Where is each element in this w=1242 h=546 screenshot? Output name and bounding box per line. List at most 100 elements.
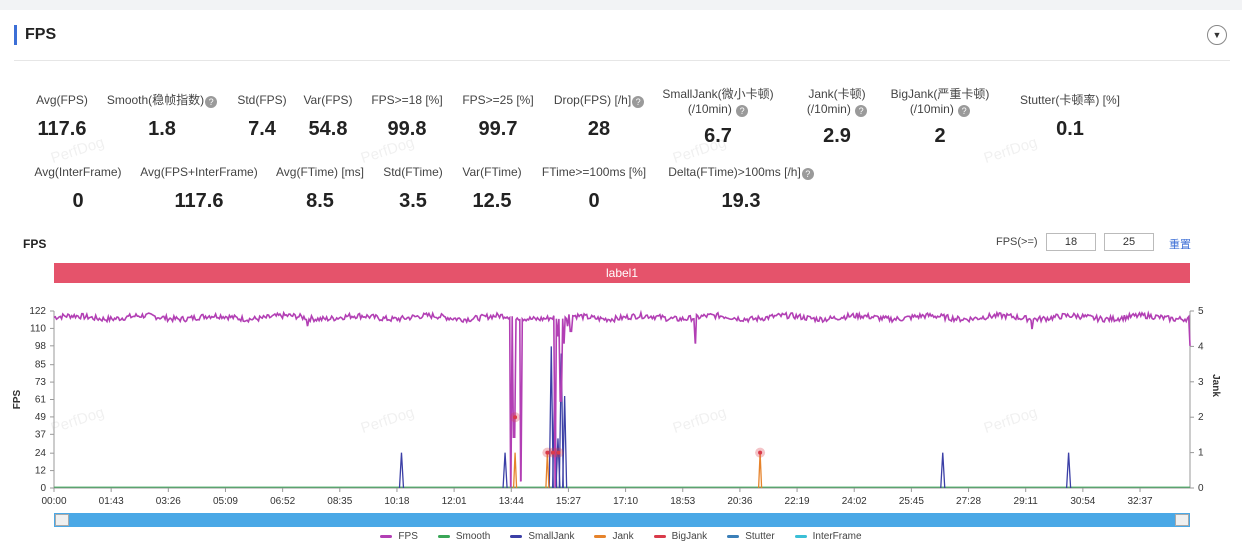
legend-item-smooth[interactable]: Smooth <box>437 531 490 542</box>
fps-threshold-input-1[interactable]: 18 <box>1046 233 1096 251</box>
metric-value: 28 <box>587 118 611 140</box>
y-tick-label: 37 <box>35 429 47 440</box>
x-tick-label: 24:02 <box>842 496 867 507</box>
y2-tick-label: 1 <box>1198 448 1204 459</box>
help-icon[interactable]: ? <box>855 105 868 117</box>
x-tick-label: 18:53 <box>670 496 695 507</box>
help-icon[interactable]: ? <box>205 96 218 108</box>
x-tick-label: 30:54 <box>1070 496 1095 507</box>
collapse-toggle-button[interactable]: ▼ <box>1207 25 1227 45</box>
y-tick-label: 73 <box>35 377 47 388</box>
legend-item-fps[interactable]: FPS <box>380 531 418 542</box>
help-icon[interactable]: ? <box>801 168 814 180</box>
metric-value: 54.8 <box>308 118 348 140</box>
legend-label: FPS <box>398 531 418 542</box>
chevron-down-icon: ▼ <box>1212 30 1222 40</box>
y2-tick-label: 4 <box>1198 341 1204 352</box>
metric-value: 2.9 <box>823 125 851 147</box>
panel-title: FPS <box>25 26 57 43</box>
legend-swatch <box>380 535 393 538</box>
metric-label: Std(FTime) <box>383 165 443 179</box>
metric-label: Std(FPS) <box>237 93 287 107</box>
timeline-scrollbar[interactable] <box>54 513 1190 527</box>
y-tick-label: 49 <box>35 412 47 423</box>
bigjank-point <box>758 450 763 455</box>
help-icon[interactable]: ? <box>958 105 971 117</box>
legend-swatch <box>794 535 807 538</box>
y-tick-label: 122 <box>29 306 46 317</box>
legend-item-jank[interactable]: Jank <box>594 531 634 542</box>
bigjank-point <box>550 450 555 455</box>
smalljank-spike <box>940 452 946 489</box>
title-accent-bar <box>14 25 17 45</box>
metric-label: Jank(卡顿) <box>808 87 866 101</box>
bigjank-point <box>513 415 518 420</box>
x-tick-label: 22:19 <box>785 496 810 507</box>
x-tick-label: 08:35 <box>327 496 352 507</box>
metric-label: Avg(FPS+InterFrame) <box>140 165 258 179</box>
metric-value: 0 <box>72 190 84 212</box>
legend-item-interframe[interactable]: InterFrame <box>794 531 862 542</box>
metric-jank: Jank(卡顿) (/10min) ? 2.9 <box>792 87 882 148</box>
help-icon[interactable]: ? <box>632 96 645 108</box>
x-tick-label: 03:26 <box>156 496 181 507</box>
y-tick-label: 12 <box>35 466 47 477</box>
metric-value: 99.8 <box>387 118 427 140</box>
metric-var-ftime: Var(FTime) 12.5 <box>457 165 527 213</box>
smalljank-spike <box>561 395 568 489</box>
legend-item-bigjank[interactable]: BigJank <box>653 531 707 542</box>
legend-item-smalljank[interactable]: SmallJank <box>510 531 574 542</box>
metric-avg-fps: Avg(FPS) 117.6 <box>22 93 102 141</box>
metric-value: 0 <box>588 190 600 212</box>
x-tick-label: 32:37 <box>1128 496 1153 507</box>
y2-tick-label: 5 <box>1198 306 1204 317</box>
metric-stutter: Stutter(卡顿率) [%] 0.1 <box>1018 93 1122 141</box>
y-tick-label: 98 <box>35 341 47 352</box>
metric-value: 8.5 <box>306 190 334 212</box>
metric-value: 3.5 <box>399 190 427 212</box>
metric-value: 12.5 <box>472 190 512 212</box>
metric-avg-ftime: Avg(FTime) [ms] 8.5 <box>270 165 370 213</box>
metric-label: FPS>=18 [%] <box>371 93 443 107</box>
metric-value: 117.6 <box>174 190 224 212</box>
legend-label: Jank <box>612 531 634 542</box>
scrollbar-right-handle[interactable] <box>1175 514 1189 526</box>
x-tick-label: 01:43 <box>99 496 124 507</box>
legend-label: Stutter <box>745 531 775 542</box>
bigjank-point <box>545 450 550 455</box>
legend-label: InterFrame <box>812 531 862 542</box>
metric-fps-ge-25: FPS>=25 [%] 99.7 <box>457 93 539 141</box>
label-range-bar[interactable]: label1 <box>54 263 1190 283</box>
x-tick-label: 25:45 <box>899 496 924 507</box>
metric-label: Drop(FPS) [/h] <box>553 93 632 107</box>
x-tick-label: 29:11 <box>1014 496 1039 507</box>
y-tick-label: 61 <box>35 395 47 406</box>
fps-threshold-input-2[interactable]: 25 <box>1104 233 1154 251</box>
metric-delta-ftime: Delta(FTime)>100ms [/h]? 19.3 <box>662 165 820 213</box>
legend-swatch <box>437 535 450 538</box>
help-icon[interactable]: ? <box>736 105 749 117</box>
fps-threshold-label: FPS(>=) <box>996 236 1038 248</box>
metric-var-fps: Var(FPS) 54.8 <box>298 93 358 141</box>
metric-value: 6.7 <box>704 125 732 147</box>
metric-label-unit: (/10min) <box>806 102 851 116</box>
smalljank-spike <box>1065 452 1072 489</box>
x-tick-label: 05:09 <box>213 496 238 507</box>
metric-value: 19.3 <box>721 190 761 212</box>
reset-button[interactable]: 重置 <box>1169 239 1191 251</box>
jank-spike <box>545 452 550 489</box>
legend-swatch <box>727 535 740 538</box>
metric-label: FPS>=25 [%] <box>462 93 534 107</box>
x-tick-label: 20:36 <box>727 496 752 507</box>
panel-header: FPS <box>14 24 56 46</box>
legend-swatch <box>653 535 666 538</box>
metric-label: Var(FTime) <box>462 165 522 179</box>
metric-label-unit: (/10min) <box>687 102 732 116</box>
metric-value: 99.7 <box>478 118 518 140</box>
scrollbar-left-handle[interactable] <box>55 514 69 526</box>
y2-tick-label: 3 <box>1198 377 1204 388</box>
header-divider <box>14 60 1230 61</box>
legend-label: SmallJank <box>528 531 575 542</box>
legend-item-stutter[interactable]: Stutter <box>727 531 775 542</box>
